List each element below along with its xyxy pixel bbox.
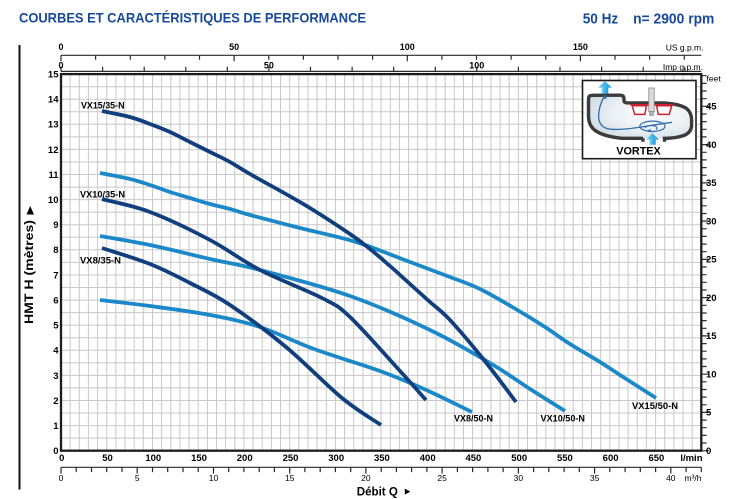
svg-text:35: 35 <box>590 473 600 483</box>
svg-text:15: 15 <box>706 331 717 342</box>
svg-text:VX8/50-N: VX8/50-N <box>454 414 493 425</box>
svg-text:450: 450 <box>465 453 481 464</box>
svg-text:2: 2 <box>53 396 58 407</box>
svg-text:6: 6 <box>53 296 58 307</box>
svg-text:25: 25 <box>706 255 717 266</box>
svg-text:8: 8 <box>53 245 58 256</box>
svg-text:10: 10 <box>209 473 219 483</box>
svg-text:150: 150 <box>191 453 207 464</box>
svg-text:0: 0 <box>59 473 64 483</box>
svg-text:20: 20 <box>706 293 717 304</box>
svg-text:1: 1 <box>53 421 59 432</box>
svg-text:10: 10 <box>48 195 59 206</box>
svg-text:m³/h: m³/h <box>685 473 702 483</box>
svg-text:15: 15 <box>285 473 295 483</box>
svg-text:30: 30 <box>514 473 524 483</box>
svg-text:0: 0 <box>706 446 711 457</box>
svg-text:0: 0 <box>58 42 63 52</box>
svg-text:50: 50 <box>264 61 274 71</box>
svg-text:0: 0 <box>53 446 58 457</box>
svg-text:13: 13 <box>48 120 59 131</box>
svg-text:50 Hz: 50 Hz <box>583 12 619 28</box>
svg-text:40: 40 <box>706 140 717 151</box>
svg-text:HMT H (mètres): HMT H (mètres) <box>22 220 36 324</box>
svg-text:10: 10 <box>706 370 717 381</box>
svg-text:14: 14 <box>48 95 59 106</box>
svg-text:n= 2900 rpm: n= 2900 rpm <box>633 12 714 28</box>
svg-text:40: 40 <box>666 473 676 483</box>
svg-text:VX15/50-N: VX15/50-N <box>632 401 678 412</box>
svg-text:550: 550 <box>557 453 573 464</box>
svg-text:50: 50 <box>229 42 239 52</box>
svg-text:25: 25 <box>437 473 447 483</box>
svg-text:US g.p.m.: US g.p.m. <box>666 42 704 52</box>
svg-text:VX10/50-N: VX10/50-N <box>541 414 586 425</box>
svg-text:Débit Q: Débit Q <box>357 484 398 498</box>
svg-text:500: 500 <box>511 453 527 464</box>
svg-text:VX10/35-N: VX10/35-N <box>80 190 125 201</box>
svg-text:200: 200 <box>237 453 253 464</box>
svg-text:COURBES ET CARACTÉRISTIQUES DE: COURBES ET CARACTÉRISTIQUES DE PERFORMAN… <box>19 10 366 26</box>
svg-text:0: 0 <box>58 61 63 71</box>
svg-text:20: 20 <box>361 473 371 483</box>
svg-text:l/min: l/min <box>680 453 702 464</box>
svg-text:400: 400 <box>420 453 436 464</box>
svg-text:VX15/35-N: VX15/35-N <box>81 100 125 111</box>
svg-text:7: 7 <box>53 270 58 281</box>
svg-text:0: 0 <box>59 453 64 464</box>
svg-text:30: 30 <box>706 216 717 227</box>
svg-text:5: 5 <box>135 473 140 483</box>
svg-text:15: 15 <box>48 70 59 81</box>
svg-text:5: 5 <box>706 408 712 419</box>
svg-text:9: 9 <box>53 220 58 231</box>
svg-text:4: 4 <box>53 346 59 357</box>
svg-text:VX8/35-N: VX8/35-N <box>80 255 121 266</box>
svg-text:45: 45 <box>706 102 717 113</box>
svg-text:100: 100 <box>400 42 415 52</box>
svg-text:5: 5 <box>53 321 59 332</box>
svg-text:3: 3 <box>53 371 58 382</box>
svg-text:35: 35 <box>706 178 717 189</box>
svg-text:VORTEX: VORTEX <box>616 146 661 158</box>
svg-text:600: 600 <box>603 453 619 464</box>
svg-text:12: 12 <box>48 145 59 156</box>
svg-text:11: 11 <box>48 170 59 181</box>
svg-text:150: 150 <box>573 42 588 52</box>
svg-text:100: 100 <box>469 61 484 71</box>
svg-text:100: 100 <box>145 453 161 464</box>
svg-text:350: 350 <box>374 453 390 464</box>
svg-text:650: 650 <box>648 453 664 464</box>
svg-text:50: 50 <box>102 453 113 464</box>
svg-text:feet: feet <box>707 74 722 84</box>
svg-text:300: 300 <box>328 453 344 464</box>
svg-text:250: 250 <box>283 453 299 464</box>
svg-text:Imp g.p.m.: Imp g.p.m. <box>663 62 703 72</box>
